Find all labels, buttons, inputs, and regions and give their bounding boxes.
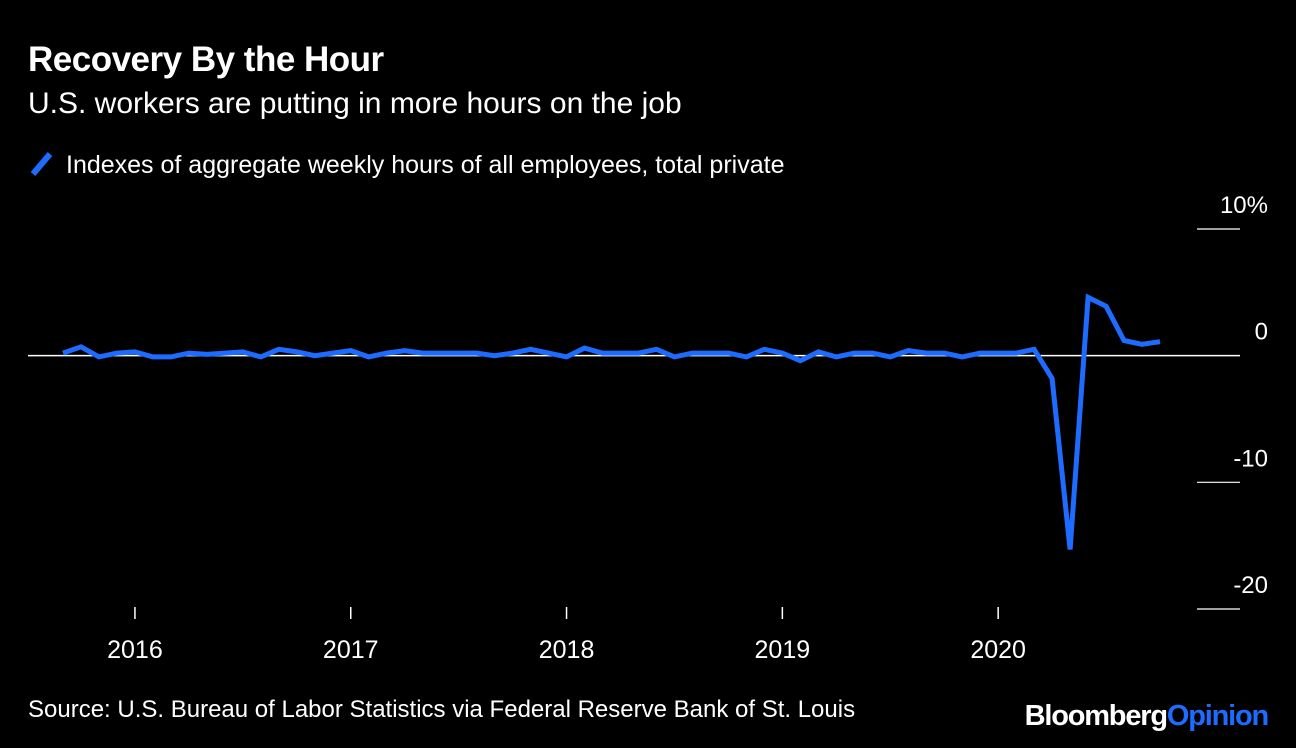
legend: Indexes of aggregate weekly hours of all… bbox=[28, 148, 784, 182]
x-tick-label: 2017 bbox=[323, 636, 379, 664]
source-note: Source: U.S. Bureau of Labor Statistics … bbox=[28, 696, 856, 723]
chart-subtitle: U.S. workers are putting in more hours o… bbox=[28, 87, 682, 120]
bloomberg-opinion-logo: BloombergOpinion bbox=[1024, 700, 1270, 733]
x-tick-label: 2018 bbox=[539, 636, 595, 664]
y-tick-label: 0 bbox=[1255, 319, 1268, 346]
logo-opinion: Opinion bbox=[1166, 700, 1269, 732]
y-tick-label: 10% bbox=[1220, 192, 1268, 219]
logo-bloomberg: Bloomberg bbox=[1024, 700, 1168, 732]
chart-title: Recovery By the Hour bbox=[28, 40, 384, 79]
x-tick-label: 2019 bbox=[755, 636, 811, 664]
legend-label: Indexes of aggregate weekly hours of all… bbox=[66, 150, 785, 179]
series-line bbox=[62, 293, 1161, 550]
x-tick-label: 2016 bbox=[107, 636, 163, 664]
y-tick-label: -10 bbox=[1233, 445, 1268, 472]
x-tick-label: 2020 bbox=[970, 636, 1026, 664]
y-tick-label: -20 bbox=[1233, 572, 1268, 599]
legend-swatch-icon bbox=[30, 152, 53, 176]
